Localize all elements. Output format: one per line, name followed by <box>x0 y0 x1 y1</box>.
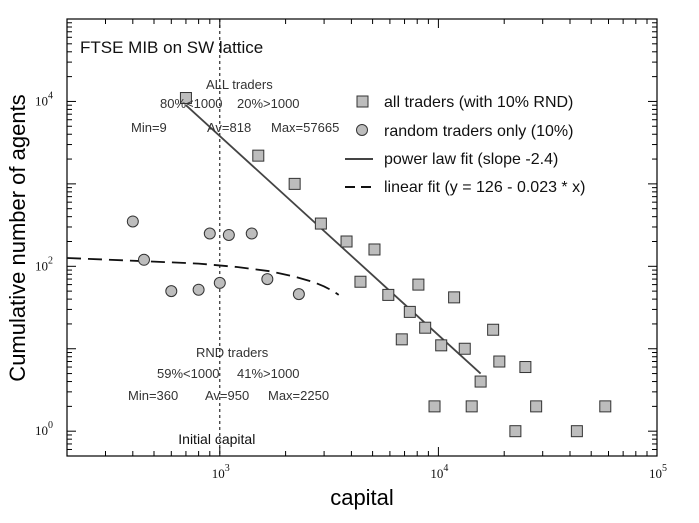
all-trader-point <box>419 321 432 334</box>
random-trader-point <box>165 285 178 298</box>
random-trader-point <box>213 276 226 289</box>
legend-circle-marker <box>356 124 368 136</box>
all-trader-point <box>599 400 612 413</box>
all-trader-point <box>570 425 583 438</box>
all-traders-heading: ALL traders <box>206 77 273 92</box>
random-trader-point <box>261 273 274 286</box>
all-trader-point <box>340 235 353 248</box>
all-trader-point <box>465 400 478 413</box>
all-trader-point <box>519 361 532 374</box>
legend-label-all-traders: all traders (with 10% RND) <box>384 94 573 111</box>
rnd-traders-min: Min=360 <box>128 388 178 403</box>
random-trader-point <box>222 228 235 241</box>
all-trader-point <box>354 275 367 288</box>
power-law-fit-line <box>185 104 482 375</box>
x-tick-label: 103 <box>212 463 230 481</box>
all-trader-point <box>428 400 441 413</box>
chart-title: FTSE MIB on SW lattice <box>80 38 263 57</box>
axis-ticks <box>66 18 658 457</box>
linear-fit-line <box>66 257 340 296</box>
all-traders-min: Min=9 <box>131 120 167 135</box>
all-trader-point <box>179 92 192 105</box>
random-trader-point <box>292 288 305 301</box>
legend: all traders (with 10% RND) random trader… <box>345 94 585 196</box>
all-traders-split-high: 20%>1000 <box>237 96 300 111</box>
all-trader-point <box>368 243 381 256</box>
all-trader-point <box>448 291 461 304</box>
random-trader-point <box>192 283 205 296</box>
y-tick-label: 104 <box>35 90 53 108</box>
legend-label-power-law: power law fit (slope -2.4) <box>384 151 558 168</box>
random-trader-point <box>245 227 258 240</box>
random-trader-point <box>203 227 216 240</box>
tick-labels: 103 104 105 100 102 104 <box>35 90 667 481</box>
all-trader-point <box>509 425 522 438</box>
rnd-traders-split-high: 41%>1000 <box>237 366 300 381</box>
all-trader-point <box>458 342 471 355</box>
all-trader-point <box>530 400 543 413</box>
all-trader-point <box>382 288 395 301</box>
rnd-traders-heading: RND traders <box>196 345 269 360</box>
data-markers <box>126 92 612 438</box>
rnd-traders-split-low: 59%<1000 <box>157 366 220 381</box>
all-trader-point <box>252 149 265 162</box>
all-trader-point <box>403 305 416 318</box>
random-trader-point <box>137 253 150 266</box>
x-tick-label: 105 <box>649 463 667 481</box>
all-trader-point <box>474 375 487 388</box>
all-traders-av: Av=818 <box>207 120 251 135</box>
plot-frame <box>66 18 658 457</box>
all-trader-point <box>412 278 425 291</box>
all-trader-point <box>314 217 327 230</box>
x-axis-title: capital <box>330 485 394 510</box>
x-tick-label: 104 <box>430 463 448 481</box>
all-trader-point <box>288 177 301 190</box>
all-traders-split-low: 80%<1000 <box>160 96 223 111</box>
all-trader-point <box>487 323 500 336</box>
all-trader-point <box>493 355 506 368</box>
rnd-traders-max: Max=2250 <box>268 388 329 403</box>
initial-capital-label: Initial capital <box>178 431 255 447</box>
legend-label-random-traders: random traders only (10%) <box>384 123 573 140</box>
y-tick-label: 100 <box>35 420 53 438</box>
fit-lines <box>66 104 482 375</box>
random-trader-point <box>126 215 139 228</box>
all-trader-point <box>435 339 448 352</box>
rnd-traders-av: Av=950 <box>205 388 249 403</box>
y-tick-label: 102 <box>35 255 53 273</box>
y-axis-title: Cumulative number of agents <box>5 94 30 381</box>
legend-square-marker <box>356 95 369 108</box>
legend-label-linear-fit: linear fit (y = 126 - 0.023 * x) <box>384 179 585 196</box>
all-traders-max: Max=57665 <box>271 120 339 135</box>
all-trader-point <box>395 333 408 346</box>
